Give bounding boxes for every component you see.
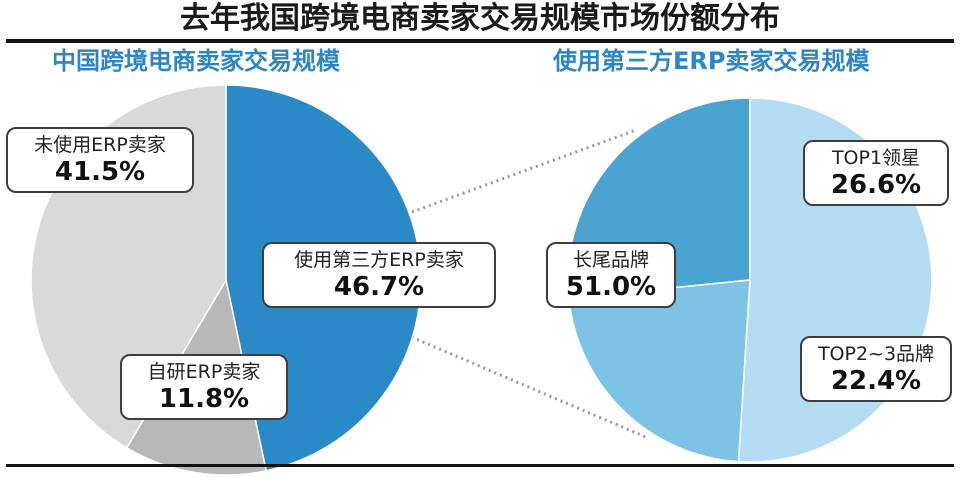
label-box-third-party-erp: 使用第三方ERP卖家 46.7% [262,242,496,308]
slice-value-top2-3: 22.4% [830,366,922,396]
slice-value-self-erp: 11.8% [158,384,250,414]
label-box-self-erp: 自研ERP卖家 11.8% [120,354,288,420]
label-box-long-tail: 长尾品牌 51.0% [546,242,676,308]
left-chart-title: 中国跨境电商卖家交易规模 [52,47,340,75]
slice-label-no-erp: 未使用ERP卖家 [34,134,166,156]
slice-label-top2-3: TOP2~3品牌 [817,343,935,365]
slice-label-long-tail: 长尾品牌 [572,249,649,271]
slice-label-self-erp: 自研ERP卖家 [147,361,261,383]
bottom-rule [6,464,954,467]
slice-value-no-erp: 41.5% [54,157,146,187]
page-title: 去年我国跨境电商卖家交易规模市场份额分布 [180,1,780,36]
slice-label-third-party-erp: 使用第三方ERP卖家 [294,249,464,271]
connector-line-bottom [394,328,649,440]
label-box-top1: TOP1领星 26.6% [803,140,949,206]
top-rule [6,39,954,43]
label-box-top2-3: TOP2~3品牌 22.4% [800,336,952,402]
slice-top2-3 [568,279,751,463]
slice-label-top1: TOP1领星 [831,147,921,169]
slice-value-third-party-erp: 46.7% [333,272,425,302]
slice-value-long-tail: 51.0% [565,272,657,302]
right-chart-title: 使用第三方ERP卖家交易规模 [553,47,870,75]
slice-value-top1: 26.6% [830,170,922,200]
label-box-no-erp: 未使用ERP卖家 41.5% [6,127,194,193]
